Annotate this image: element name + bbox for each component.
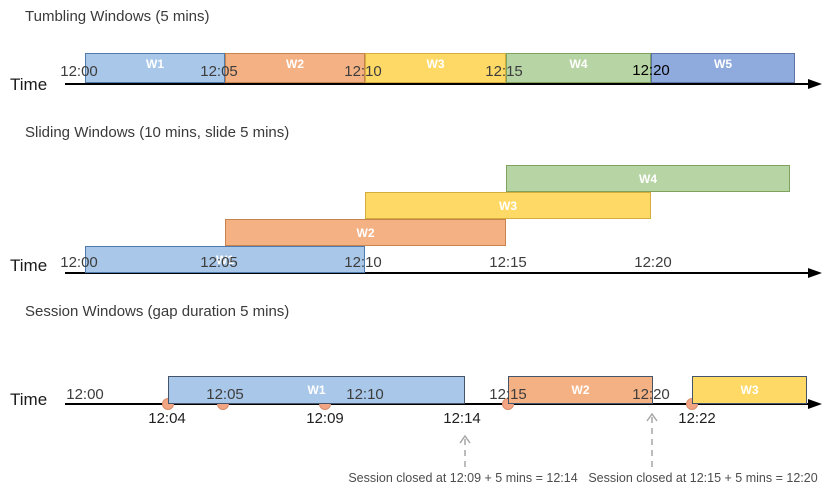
tumbling-window-w3: W3 <box>365 53 506 83</box>
tumbling-axis-arrowhead-icon <box>808 79 822 89</box>
session-close-annotation: Session closed at 12:09 + 5 mins = 12:14 <box>348 471 578 485</box>
event-dot <box>319 398 331 410</box>
window-label: W2 <box>356 225 375 240</box>
window-label: W4 <box>639 171 657 186</box>
event-time-label: 12:04 <box>148 410 186 427</box>
tick-label: 12:10 <box>346 386 384 403</box>
tick-label: 12:10 <box>344 254 382 271</box>
window-label: W1 <box>307 383 326 397</box>
session-time-axis <box>65 403 810 405</box>
sliding-time-axis-label: Time <box>10 256 48 275</box>
event-time-label: 12:14 <box>443 410 481 427</box>
tick-label: 12:05 <box>206 386 244 403</box>
window-label: W1 <box>216 252 234 267</box>
window-label: W3 <box>426 57 445 71</box>
tumbling-window-w2: W2 <box>225 53 365 83</box>
tick-label: 12:20 <box>632 62 670 79</box>
session-close-arrow-icon <box>646 412 658 472</box>
tick-label: 12:15 <box>489 254 527 271</box>
window-label: W5 <box>714 57 732 71</box>
tick-label: 12:15 <box>485 63 523 80</box>
sliding-window-w2: W2 <box>225 219 506 246</box>
window-label: W3 <box>499 198 517 213</box>
tick-label: 12:05 <box>200 254 238 271</box>
event-dot <box>217 398 229 410</box>
tick-label: 12:20 <box>632 386 670 403</box>
sliding-window-w1: W1 <box>85 246 365 273</box>
tick-label: 12:00 <box>60 63 98 80</box>
tumbling-window-w5: W5 <box>651 53 795 83</box>
session-close-annotation: Session closed at 12:15 + 5 mins = 12:20 <box>588 471 818 485</box>
window-label: W2 <box>286 57 304 71</box>
window-label: W3 <box>740 383 759 397</box>
tumbling-window-w4: W4 <box>506 53 651 83</box>
tumbling-section-title: Tumbling Windows (5 mins) <box>25 8 210 25</box>
window-label: W4 <box>569 57 588 71</box>
event-dot <box>686 398 698 410</box>
event-dot <box>502 398 514 410</box>
event-time-label: 12:09 <box>306 410 344 427</box>
session-window-w1: W1 <box>168 376 465 404</box>
session-window-w3: W3 <box>692 376 807 404</box>
tumbling-time-axis <box>65 83 810 85</box>
sliding-window-w3: W3 <box>365 192 651 219</box>
tick-label: 12:00 <box>60 254 98 271</box>
window-label: W1 <box>146 57 164 71</box>
session-window-w2: W2 <box>508 376 653 404</box>
event-dot <box>162 398 174 410</box>
tick-label: 12:20 <box>634 254 672 271</box>
tick-label: 12:10 <box>344 63 382 80</box>
window-label: W2 <box>571 383 590 397</box>
sliding-window-w4: W4 <box>506 165 790 192</box>
session-close-arrow-icon <box>459 434 471 468</box>
sliding-time-axis <box>65 272 810 274</box>
sliding-axis-arrowhead-icon <box>808 268 822 278</box>
tick-label: 12:15 <box>489 386 527 403</box>
tick-label: 12:05 <box>200 63 238 80</box>
tumbling-window-w1: W1 <box>85 53 225 83</box>
sliding-section-title: Sliding Windows (10 mins, slide 5 mins) <box>25 124 290 141</box>
session-axis-arrowhead-icon <box>808 399 822 409</box>
tumbling-time-axis-label: Time <box>10 75 48 94</box>
session-section-title: Session Windows (gap duration 5 mins) <box>25 303 290 320</box>
event-time-label: 12:22 <box>678 410 716 427</box>
session-time-axis-label: Time <box>10 390 48 409</box>
tick-label: 12:00 <box>66 386 104 403</box>
